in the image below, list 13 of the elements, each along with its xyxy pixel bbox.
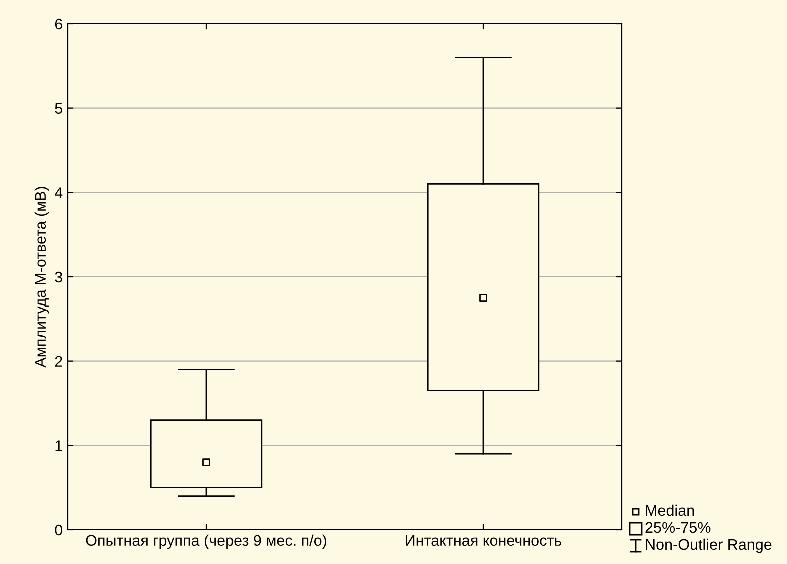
- y-tick-label: 1: [56, 440, 62, 452]
- y-tick-label: 3: [55, 272, 62, 283]
- y-tick-label: 6: [55, 18, 62, 30]
- y-tick-label: 4: [54, 188, 63, 198]
- x-tick-label: Интактная конечность: [406, 535, 562, 546]
- text: Non-Outlier Range: [646, 538, 772, 554]
- y-tick-label: 0: [55, 524, 63, 536]
- y-tick-label: 2: [55, 356, 62, 367]
- y-axis-title: Амплитуда М-ответа (мВ): [34, 187, 50, 368]
- y-tick-label: 5: [55, 103, 62, 114]
- x-tick-label: Опытная группа (через 9 мес. п/о): [86, 534, 326, 550]
- text: 25%-75%: [646, 522, 711, 534]
- text: Median: [646, 504, 694, 516]
